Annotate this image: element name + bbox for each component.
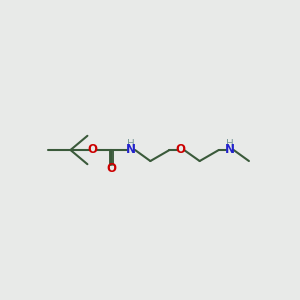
Text: O: O (88, 143, 98, 157)
Text: H: H (128, 139, 135, 148)
Text: N: N (225, 143, 235, 157)
Text: H: H (226, 139, 234, 148)
Text: O: O (106, 162, 116, 175)
Text: O: O (176, 143, 185, 157)
Text: N: N (126, 143, 136, 157)
